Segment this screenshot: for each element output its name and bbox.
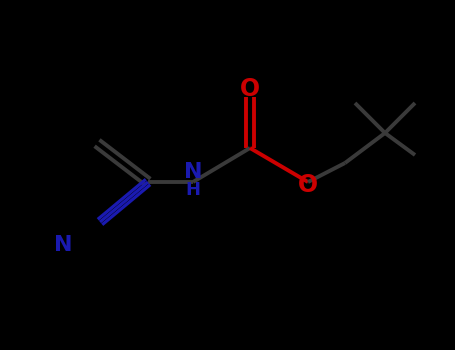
Text: H: H <box>186 181 201 199</box>
Text: N: N <box>54 235 72 255</box>
Text: O: O <box>240 77 260 101</box>
Text: O: O <box>298 173 318 197</box>
Text: N: N <box>184 162 202 182</box>
